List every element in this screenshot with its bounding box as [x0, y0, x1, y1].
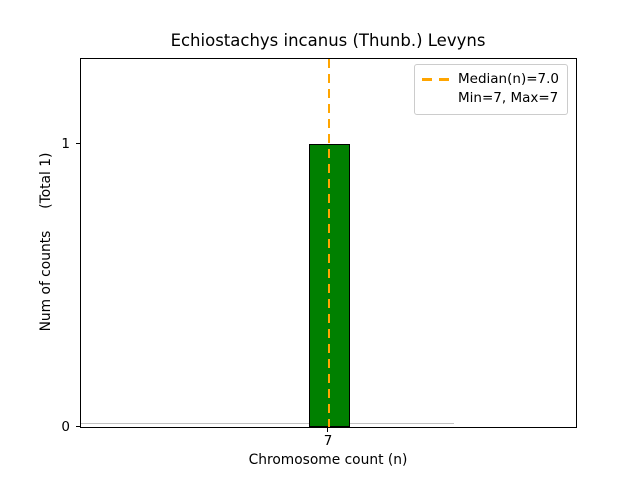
- legend-label-median: Median(n)=7.0: [458, 71, 559, 87]
- legend: Median(n)=7.0 Min=7, Max=7: [414, 64, 568, 115]
- legend-row-median: Median(n)=7.0: [422, 70, 559, 89]
- y-tick-label-1: 1: [61, 136, 70, 152]
- y-tick-mark-1: [76, 143, 80, 144]
- chart-title: Echiostachys incanus (Thunb.) Levyns: [170, 31, 486, 50]
- y-tick-label-0: 0: [61, 419, 70, 435]
- median-dashed-line: [328, 59, 330, 427]
- zero-count-baseline: [81, 423, 454, 424]
- x-axis-label: Chromosome count (n): [248, 452, 408, 468]
- y-tick-mark-0: [76, 426, 80, 427]
- legend-row-minmax: Min=7, Max=7: [422, 89, 559, 108]
- y-axis-label: Num of counts (Total 1): [38, 152, 54, 332]
- median-dashed-line-swatch: [422, 78, 450, 81]
- legend-swatch-empty: [422, 97, 449, 100]
- x-tick-label-7: 7: [323, 433, 333, 449]
- legend-label-minmax: Min=7, Max=7: [458, 90, 559, 106]
- plot-area: Median(n)=7.0 Min=7, Max=7: [80, 58, 577, 428]
- x-tick-mark-7: [327, 428, 328, 432]
